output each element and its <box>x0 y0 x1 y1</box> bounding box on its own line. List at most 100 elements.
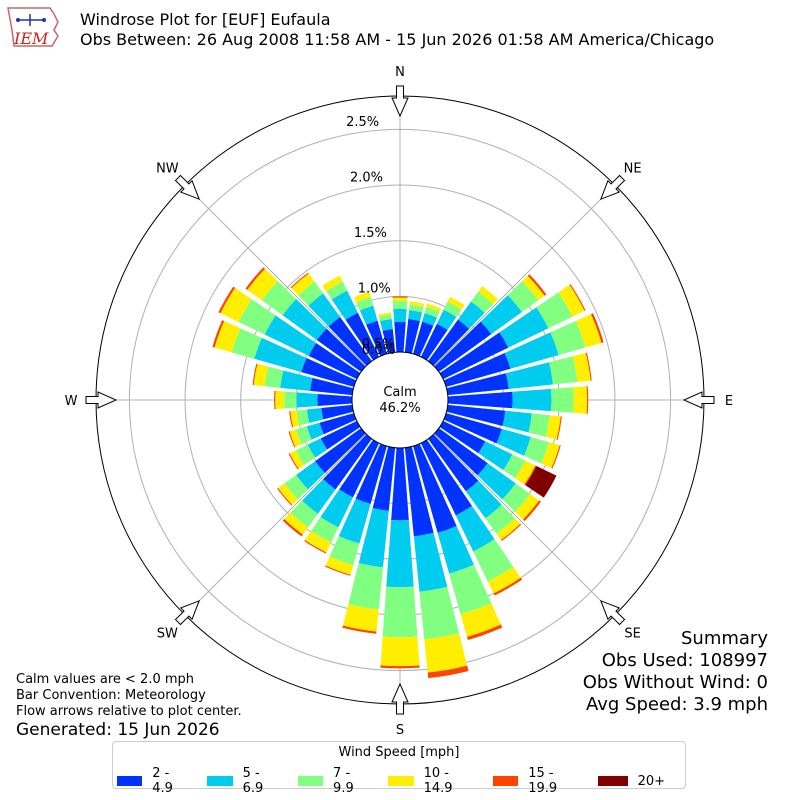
bar-segment-230-bin2 <box>296 461 325 490</box>
bar-segment-100-bin3 <box>528 413 550 437</box>
bar-segment-220-bin1 <box>323 434 372 490</box>
bar-segment-110-bin4 <box>541 442 560 469</box>
bar-segment-200-bin1 <box>355 443 387 505</box>
bar-segment-300-bin1 <box>308 342 361 380</box>
bar-segment-20-bin1 <box>413 321 434 357</box>
bar-segment-80-bin1 <box>446 373 509 396</box>
radial-tick-label: 0.0% <box>362 343 395 358</box>
bar-segment-200-bin3 <box>329 536 360 566</box>
bar-segment-150-bin4 <box>487 566 521 594</box>
bar-segment-190-bin4 <box>342 604 379 632</box>
legend-label: 20+ <box>637 773 666 789</box>
bar-segment-130-bin5 <box>522 500 541 522</box>
bar-segment-100-bin5 <box>556 416 562 440</box>
bar-segment-280-bin3 <box>264 366 284 388</box>
summary-panel: Summary Obs Used: 108997 Obs Without Win… <box>508 628 768 716</box>
bar-segment-210-bin2 <box>320 489 353 528</box>
bar-segment-320-bin3 <box>298 281 324 306</box>
bar-segment-150-bin1 <box>420 439 473 516</box>
bar-segment-40-bin2 <box>458 301 485 329</box>
bar-segment-70-bin2 <box>504 332 559 369</box>
bar-segment-230-bin4 <box>278 483 298 505</box>
legend: Wind Speed [mph] 2 - 4.9 5 - 6.9 7 - 9.9 10… <box>112 741 686 796</box>
bar-segment-50-bin3 <box>507 281 539 313</box>
bar-segment-120-bin1 <box>439 420 486 454</box>
bar-segment-30-bin1 <box>420 323 448 361</box>
bar-segment-130-bin4 <box>515 493 540 520</box>
bar-segment-310-bin4 <box>247 268 278 301</box>
bar-segment-260-bin4 <box>290 410 300 428</box>
cardinal-label-e: E <box>725 394 733 409</box>
cardinal-label-n: N <box>395 65 405 80</box>
bar-segment-310-bin1 <box>316 328 366 372</box>
calm-percent: 46.2% <box>379 401 420 416</box>
bar-segment-110-bin1 <box>443 413 502 444</box>
bar-segment-70-bin3 <box>550 321 586 356</box>
bar-segment-30-bin2 <box>436 309 457 330</box>
summary-heading: Summary <box>681 628 768 649</box>
bar-segment-250-bin4 <box>289 429 302 448</box>
logo-text: IEM <box>13 29 49 48</box>
radial-tick-label: 1.0% <box>358 282 391 297</box>
flow-arrow <box>174 174 201 201</box>
bar-segment-60-bin1 <box>439 332 509 380</box>
cardinal-label-ne: NE <box>624 161 642 176</box>
bar-segment-210-bin1 <box>339 439 380 498</box>
bar-segment-150-bin5 <box>493 577 523 596</box>
bar-segment-120-bin4 <box>515 460 536 485</box>
legend-label: 7 - 9.9 <box>333 766 354 796</box>
bar-segment-320-bin1 <box>328 316 372 366</box>
bar-segment-150-bin2 <box>455 505 495 552</box>
bar-segment-170-bin4 <box>424 633 468 673</box>
summary-avg-speed: Avg Speed: 3.9 mph <box>586 694 768 715</box>
bar-segment-220-bin4 <box>284 512 309 535</box>
bar-segment-300-bin5 <box>218 286 236 314</box>
bar-segment-180-bin4 <box>380 636 420 667</box>
bar-segment-260-bin2 <box>306 408 324 423</box>
bar-segment-40-bin3 <box>471 291 494 313</box>
legend-swatch <box>297 776 324 786</box>
bar-segment-160-bin3 <box>449 564 492 615</box>
bar-segment-330-bin2 <box>331 290 358 320</box>
bar-segment-0-bin4 <box>392 297 408 302</box>
bar-segment-10-bin3 <box>409 304 424 313</box>
bar-segment-320-bin2 <box>308 293 341 327</box>
bar-segment-170-bin2 <box>413 532 448 592</box>
bar-segment-330-bin3 <box>326 281 348 300</box>
bar-segment-340-bin1 <box>366 320 387 357</box>
legend-swatch <box>117 776 143 786</box>
bar-segment-210-bin5 <box>304 540 327 554</box>
bar-segment-300-bin2 <box>264 315 317 356</box>
bar-segment-350-bin4 <box>378 312 392 317</box>
bar-segment-240-bin3 <box>295 444 316 466</box>
legend-swatch <box>597 776 628 786</box>
bar-segment-140-bin1 <box>428 434 479 492</box>
grid-spoke <box>399 399 616 616</box>
bar-segment-150-bin3 <box>473 539 514 582</box>
grid-spoke <box>184 399 401 616</box>
bar-segment-200-bin4 <box>325 556 354 575</box>
flow-note: Flow arrows relative to plot center. <box>16 704 242 719</box>
bar-segment-280-bin5 <box>252 363 258 386</box>
bar-segment-320-bin5 <box>290 272 309 289</box>
bar-segment-270-bin1 <box>317 393 353 407</box>
bar-segment-0-bin2 <box>393 308 407 323</box>
bar-segment-190-bin3 <box>348 563 384 610</box>
bar-segment-290-bin5 <box>212 320 225 348</box>
bar-convention-note: Bar Convention: Meteorology <box>16 688 206 703</box>
bar-segment-310-bin3 <box>261 281 297 316</box>
bar-segment-170-bin5 <box>427 665 469 679</box>
bar-segment-290-bin4 <box>214 321 241 353</box>
bar-segment-60-bin3 <box>536 292 573 329</box>
iem-logo: IEM <box>7 7 59 48</box>
bar-segment-200-bin2 <box>338 498 371 544</box>
bar-segment-220-bin5 <box>282 518 303 537</box>
bar-segment-200-bin5 <box>325 565 351 576</box>
bar-segment-60-bin5 <box>569 284 586 311</box>
bar-segment-120-bin6 <box>525 465 557 498</box>
bar-segment-130-bin3 <box>502 483 531 512</box>
bar-segment-80-bin4 <box>572 353 591 382</box>
bar-segment-290-bin3 <box>231 328 262 359</box>
bar-segment-160-bin2 <box>437 526 474 574</box>
